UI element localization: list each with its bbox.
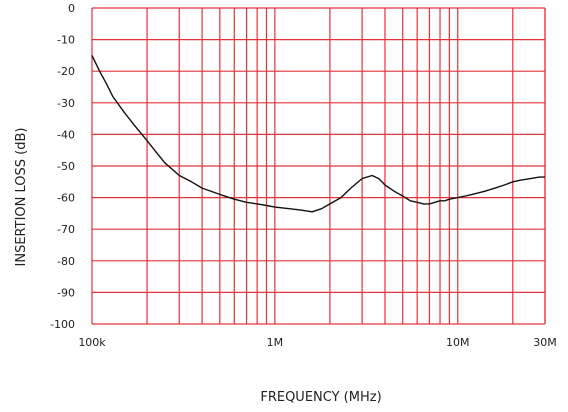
y-tick-label: -30 bbox=[57, 97, 75, 110]
x-tick-label: 30M bbox=[533, 336, 557, 349]
y-tick-label: -10 bbox=[57, 34, 75, 47]
y-tick-label: -60 bbox=[57, 192, 75, 205]
y-tick-label: -80 bbox=[57, 255, 75, 268]
insertion-loss-line bbox=[91, 55, 545, 213]
data-series bbox=[91, 55, 545, 213]
y-tick-label: -50 bbox=[57, 160, 75, 173]
x-tick-label: 100k bbox=[78, 336, 106, 349]
x-tick-label: 1M bbox=[267, 336, 284, 349]
y-tick-label: 0 bbox=[68, 2, 75, 15]
y-tick-label: -20 bbox=[57, 65, 75, 78]
y-axis-title: INSERTION LOSS (dB) bbox=[14, 128, 29, 267]
y-tick-label: -100 bbox=[50, 318, 75, 331]
x-tick-label: 10M bbox=[446, 336, 470, 349]
x-axis-title: FREQUENCY (MHz) bbox=[260, 390, 381, 405]
y-tick-label: -40 bbox=[57, 128, 75, 141]
y-tick-label: -70 bbox=[57, 223, 75, 236]
y-tick-label: -90 bbox=[57, 286, 75, 299]
